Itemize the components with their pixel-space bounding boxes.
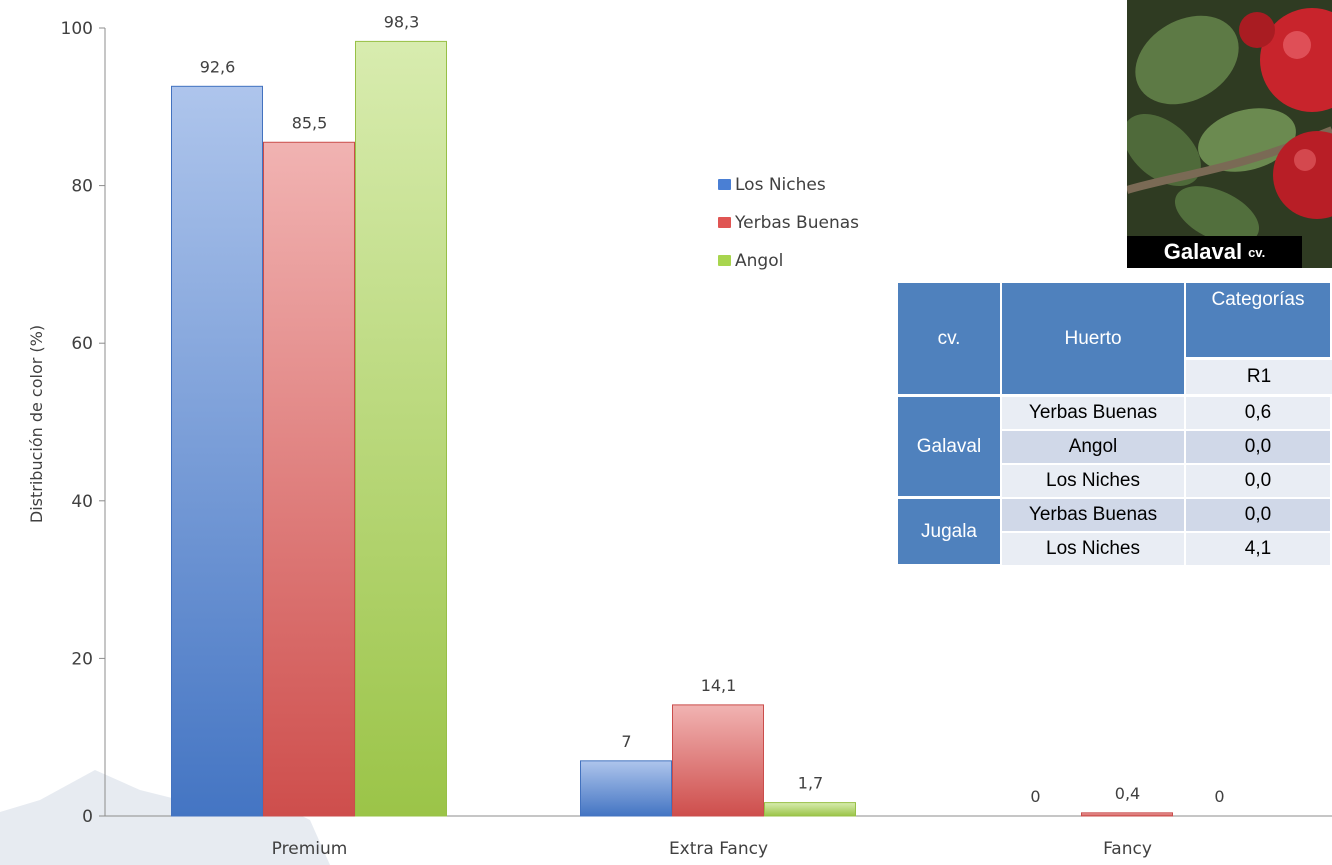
y-tick-label: 40 bbox=[71, 492, 93, 512]
y-tick-label: 60 bbox=[71, 334, 93, 354]
photo-caption-suffix: cv. bbox=[1248, 244, 1266, 260]
bar-los-niches-premium bbox=[171, 85, 263, 817]
table-header-row: cv. Huerto Categorías bbox=[898, 283, 1332, 397]
header-r1: R1 bbox=[1186, 360, 1332, 397]
header-categorias: Categorías bbox=[1186, 283, 1332, 360]
table-row: Galaval Yerbas Buenas 0,6 bbox=[898, 397, 1332, 499]
apple-photo: Galaval cv. bbox=[1127, 0, 1332, 268]
legend-swatch-red bbox=[718, 217, 731, 228]
categories-table: cv. Huerto Categorías R1 Galaval Yerbas … bbox=[898, 283, 1332, 567]
cell-huerto: Yerbas Buenas bbox=[1002, 499, 1186, 533]
header-cv: cv. bbox=[898, 283, 1002, 397]
legend-item-yerbas-buenas: Yerbas Buenas bbox=[718, 212, 859, 233]
y-tick-label: 80 bbox=[71, 177, 93, 197]
photo-caption-main: Galaval bbox=[1163, 239, 1243, 264]
data-label: 1,7 bbox=[798, 774, 823, 793]
data-label: 7 bbox=[621, 732, 631, 751]
x-tick-label: Fancy bbox=[1103, 839, 1152, 859]
cell-r1: 0,0 bbox=[1186, 499, 1332, 533]
data-label: 14,1 bbox=[701, 676, 737, 695]
cell-huerto: Yerbas Buenas bbox=[1002, 397, 1186, 431]
data-label: 98,3 bbox=[384, 12, 420, 31]
data-label: 92,6 bbox=[200, 57, 236, 76]
bar-yerbas-buenas-extra-fancy bbox=[672, 704, 764, 817]
table-subheader-row: R1 bbox=[898, 360, 1332, 397]
cell-huerto: Los Niches bbox=[1002, 465, 1186, 499]
cell-huerto: Los Niches bbox=[1002, 533, 1186, 567]
legend-item-angol: Angol bbox=[718, 250, 859, 271]
legend-swatch-blue bbox=[718, 179, 731, 190]
legend-label: Los Niches bbox=[735, 174, 826, 195]
x-tick-label: Premium bbox=[272, 839, 348, 859]
cell-huerto: Angol bbox=[1002, 431, 1186, 465]
bar-los-niches-extra-fancy bbox=[580, 760, 672, 817]
y-axis-title: Distribución de color (%) bbox=[27, 325, 46, 523]
cell-r1: 0,6 bbox=[1186, 397, 1332, 431]
group-cv: Galaval bbox=[898, 397, 1002, 499]
header-huerto: Huerto bbox=[1002, 283, 1186, 397]
group-cv: Jugala bbox=[898, 499, 1002, 567]
bar-angol-extra-fancy bbox=[764, 802, 856, 817]
bar-yerbas-buenas-fancy bbox=[1081, 812, 1173, 817]
table-row: Los Niches 0,0 bbox=[898, 465, 1332, 499]
data-label: 0,4 bbox=[1115, 784, 1140, 803]
apple-photo-illustration bbox=[1127, 0, 1332, 268]
y-tick-label: 100 bbox=[61, 19, 93, 39]
legend-label: Angol bbox=[735, 250, 784, 271]
data-label: 0 bbox=[1214, 787, 1224, 806]
table-row: Los Niches 4,1 bbox=[898, 533, 1332, 567]
chart-legend: Los Niches Yerbas Buenas Angol bbox=[718, 174, 859, 288]
y-tick-label: 20 bbox=[71, 649, 93, 669]
data-label: 0 bbox=[1030, 787, 1040, 806]
x-tick-label: Extra Fancy bbox=[669, 839, 768, 859]
data-label: 85,5 bbox=[292, 113, 328, 132]
bar-yerbas-buenas-premium bbox=[263, 141, 355, 817]
photo-caption: Galaval cv. bbox=[1127, 236, 1302, 268]
mountain-watermark bbox=[0, 770, 330, 865]
table-row: Angol 0,0 bbox=[898, 431, 1332, 465]
legend-swatch-green bbox=[718, 255, 731, 266]
legend-item-los-niches: Los Niches bbox=[718, 174, 859, 195]
legend-label: Yerbas Buenas bbox=[735, 212, 859, 233]
cell-r1: 0,0 bbox=[1186, 431, 1332, 465]
table-row: Jugala Yerbas Buenas 0,0 bbox=[898, 499, 1332, 567]
cell-r1: 0,0 bbox=[1186, 465, 1332, 499]
y-tick-label: 0 bbox=[82, 807, 93, 827]
bar-angol-premium bbox=[355, 40, 447, 817]
cell-r1: 4,1 bbox=[1186, 533, 1332, 567]
